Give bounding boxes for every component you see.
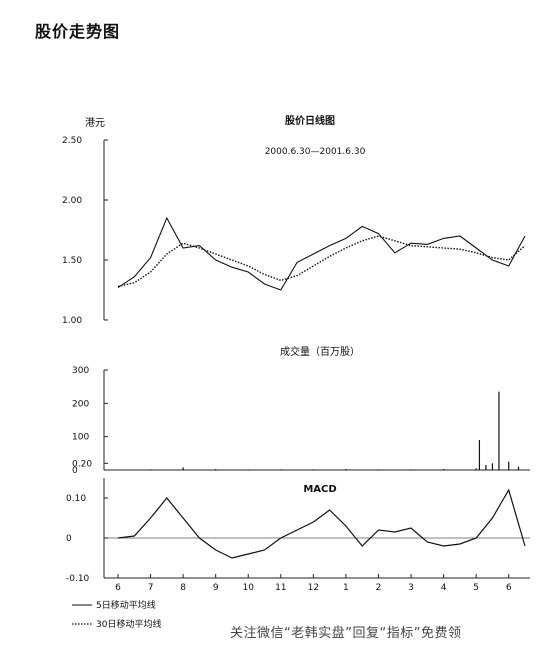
month-tick-label: 12 <box>308 583 319 593</box>
macd-ytick-label: 0.10 <box>66 494 86 504</box>
macd-title: MACD <box>303 484 336 495</box>
volume-ytick-label: 300 <box>72 366 89 376</box>
month-tick-label: 10 <box>243 583 255 593</box>
price-ytick-label: 2.00 <box>62 196 82 206</box>
ma5-line <box>117 216 526 291</box>
macd-panel: MACD 0.100-0.10 6 7 8 9 10 11 12 1 2 3 4 5 6 <box>66 478 530 593</box>
month-tick-label: 11 <box>275 583 286 593</box>
macd-ytick-label: -0.10 <box>66 574 90 584</box>
volume-ytick-label: 0 <box>72 466 78 476</box>
price-title: 股价日线图 <box>285 114 335 127</box>
month-tick-label: 6 <box>506 583 512 593</box>
volume-ytick-label: 100 <box>72 433 89 443</box>
volume-title: 成交量（百万股） <box>280 345 360 358</box>
month-tick-label: 5 <box>473 583 479 593</box>
page-title: 股价走势图 <box>35 22 121 41</box>
ma30-line <box>117 235 526 288</box>
month-tick-label: 9 <box>213 583 219 593</box>
legend: 5日移动平均线 30日移动平均线 <box>72 599 161 630</box>
month-tick-label: 1 <box>343 583 349 593</box>
month-tick-label: 2 <box>376 583 382 593</box>
month-tick-label: 4 <box>441 583 447 593</box>
price-panel: 港元 股价日线图 2000.6.30—2001.6.30 2.50 2.00 1.5… <box>62 114 526 326</box>
price-ytick-label: 2.50 <box>62 136 82 146</box>
price-ylabel: 港元 <box>85 117 105 129</box>
volume-panel: 成交量（百万股） 300 200 100 0.200 <box>72 345 530 476</box>
price-ytick-label: 1.50 <box>62 256 82 266</box>
watermark-text: 关注微信“老韩实盘”回复“指标”免费领 <box>230 626 462 641</box>
month-tick-label: 8 <box>180 583 186 593</box>
volume-ytick-label: 200 <box>72 399 89 409</box>
volume-ytick-label: 0.20 <box>72 459 92 469</box>
macd-line <box>117 488 526 559</box>
month-tick-label: 6 <box>115 583 121 593</box>
macd-ytick-label: 0 <box>66 534 72 544</box>
legend-label-30day: 30日移动平均线 <box>96 618 161 630</box>
legend-label-5day: 5日移动平均线 <box>96 599 156 611</box>
price-subtitle: 2000.6.30—2001.6.30 <box>265 147 366 157</box>
month-tick-label: 3 <box>408 583 414 593</box>
price-ytick-label: 1.00 <box>62 316 82 326</box>
month-tick-label: 7 <box>148 583 154 593</box>
